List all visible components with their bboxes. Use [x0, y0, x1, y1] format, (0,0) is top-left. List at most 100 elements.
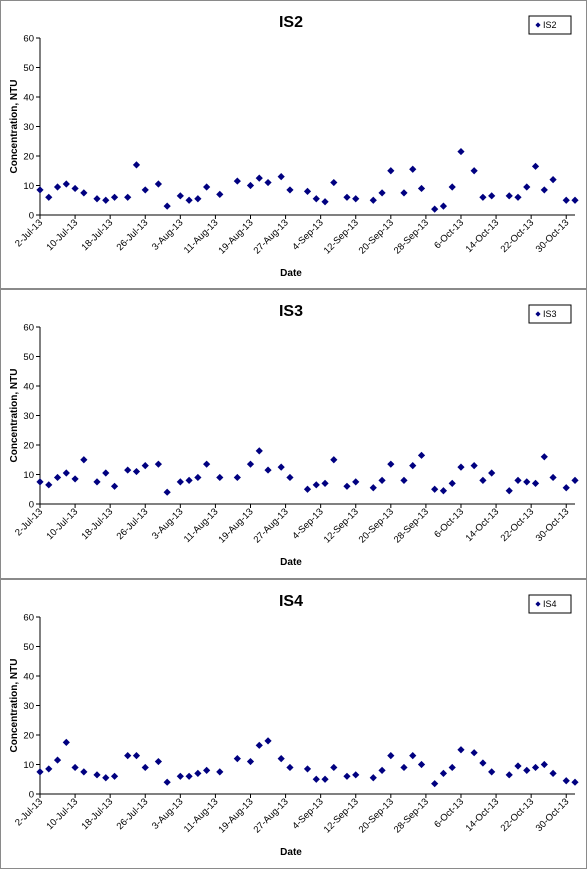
data-point — [36, 768, 44, 776]
data-point — [505, 487, 513, 495]
data-point — [141, 462, 149, 470]
data-point — [124, 466, 132, 474]
data-point — [540, 453, 548, 461]
data-point — [124, 193, 132, 201]
legend-marker — [535, 601, 541, 607]
data-point — [343, 193, 351, 201]
x-tick-label: 19-Aug-13 — [216, 217, 255, 256]
data-point — [71, 475, 79, 483]
data-point — [80, 189, 88, 197]
data-point — [369, 774, 377, 782]
y-axis-label: Concentration, NTU — [9, 80, 20, 174]
data-point — [387, 752, 395, 760]
chart-panel-is2: IS2 0 10 20 30 40 50 60 2-Jul-13 10-Jul-13 18-Jul-… — [0, 0, 587, 289]
data-point — [71, 184, 79, 193]
x-tick-label: 11-Aug-13 — [182, 506, 221, 545]
data-point — [571, 196, 579, 204]
data-point — [562, 196, 570, 204]
data-point — [439, 202, 448, 210]
x-tick-label: 14-Oct-13 — [464, 796, 502, 834]
x-tick-label: 20-Sep-13 — [357, 217, 396, 256]
legend: IS4 — [528, 594, 572, 614]
data-point — [369, 484, 377, 492]
x-tick-label: 26-Jul-13 — [115, 506, 151, 542]
data-point — [448, 763, 456, 772]
y-tick-label: 50 — [23, 642, 34, 653]
x-tick-label: 30-Oct-13 — [534, 796, 572, 834]
y-tick-label: 60 — [23, 613, 34, 624]
data-point — [505, 192, 513, 200]
y-tick-label: 40 — [23, 93, 34, 104]
data-point — [53, 183, 62, 191]
y-tick-label: 20 — [23, 441, 34, 452]
x-tick-label: 6-Oct-13 — [432, 217, 466, 251]
data-point — [233, 473, 241, 482]
data-point — [312, 775, 320, 783]
data-point — [409, 752, 417, 760]
data-point — [549, 473, 557, 482]
x-tick-label: 2-Jul-13 — [13, 217, 45, 249]
data-point — [571, 476, 579, 484]
x-tick-label: 10-Jul-13 — [44, 796, 80, 832]
data-point — [194, 473, 202, 482]
data-point — [62, 738, 70, 746]
x-tick-label: 22-Oct-13 — [499, 217, 537, 255]
y-tick-label: 30 — [23, 411, 34, 422]
data-point — [246, 757, 255, 766]
legend-box — [528, 304, 572, 324]
chart-title: IS3 — [279, 303, 303, 320]
data-point — [176, 772, 184, 780]
data-point — [321, 775, 329, 783]
data-point — [62, 180, 70, 188]
data-point — [110, 482, 119, 490]
data-point — [36, 186, 44, 194]
data-point — [431, 780, 439, 788]
x-tick-label: 28-Sep-13 — [392, 796, 431, 835]
chart-is4: IS4 0 10 20 30 40 50 60 2-Jul-13 10-Jul-13 18-Jul-… — [9, 593, 579, 858]
x-tick-label: 18-Jul-13 — [79, 217, 115, 253]
data-point — [479, 193, 487, 201]
data-point — [457, 147, 465, 156]
x-tick-label: 20-Sep-13 — [357, 506, 396, 545]
x-tick-label: 2-Jul-13 — [13, 506, 45, 538]
data-point — [369, 196, 377, 204]
legend-marker — [535, 311, 541, 317]
x-tick-label: 12-Sep-13 — [322, 506, 361, 545]
data-point — [352, 195, 360, 203]
data-point — [45, 765, 53, 773]
data-point — [277, 755, 285, 763]
data-point — [264, 737, 272, 745]
data-point — [246, 460, 255, 468]
data-point — [457, 463, 465, 471]
legend-label: IS4 — [543, 599, 557, 609]
x-tick-label: 6-Oct-13 — [432, 506, 466, 540]
data-point — [45, 481, 53, 489]
x-tick-label: 11-Aug-13 — [182, 217, 221, 256]
y-tick-label: 60 — [23, 34, 34, 45]
data-point — [417, 184, 426, 193]
data-point — [488, 192, 496, 200]
legend: IS2 — [528, 15, 572, 35]
chart-is2: IS2 0 10 20 30 40 50 60 2-Jul-13 10-Jul-13 18-Jul-… — [9, 14, 579, 279]
data-point — [303, 485, 312, 493]
data-point — [505, 771, 513, 779]
x-tick-label: 4-Sep-13 — [290, 796, 325, 831]
y-tick-label: 20 — [23, 152, 34, 163]
data-point — [255, 741, 263, 749]
data-point — [439, 487, 448, 495]
data-point — [102, 774, 110, 782]
data-point — [540, 760, 548, 769]
data-point — [409, 462, 417, 470]
data-point — [80, 768, 88, 776]
y-tick-label: 10 — [23, 181, 34, 192]
x-tick-label: 28-Sep-13 — [392, 217, 431, 256]
x-tick-label: 27-Aug-13 — [252, 217, 291, 256]
data-point — [571, 778, 579, 786]
x-tick-label: 26-Jul-13 — [115, 217, 151, 253]
x-tick-label: 27-Aug-13 — [252, 796, 291, 835]
y-tick-label: 30 — [23, 701, 34, 712]
data-point — [352, 771, 360, 779]
data-point — [330, 178, 338, 187]
data-point — [417, 760, 426, 769]
data-point — [431, 485, 439, 493]
